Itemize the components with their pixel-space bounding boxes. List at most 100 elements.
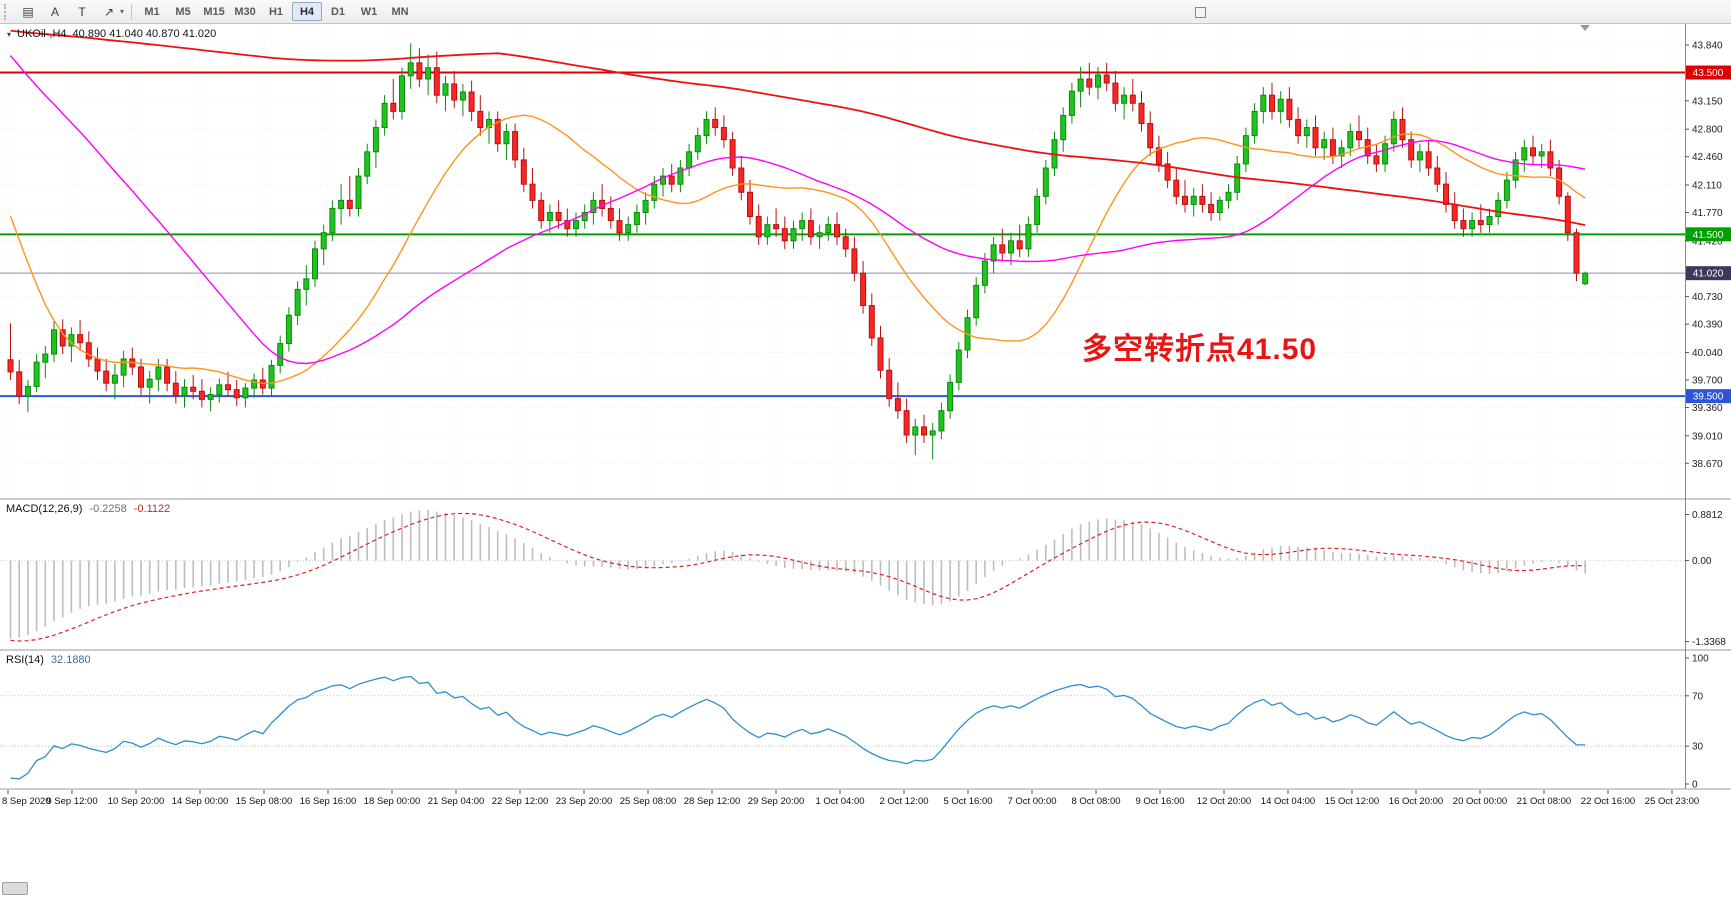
svg-text:21 Sep 04:00: 21 Sep 04:00 — [428, 796, 485, 807]
svg-text:28 Sep 12:00: 28 Sep 12:00 — [684, 796, 741, 807]
chart-canvas[interactable]: 43.840 43.150 42.800 42.460 42.110 41.770 41.4… — [0, 24, 1731, 897]
svg-text:18 Sep 00:00: 18 Sep 00:00 — [364, 796, 421, 807]
svg-text:25 Sep 08:00: 25 Sep 08:00 — [620, 796, 677, 807]
svg-text:7 Oct 00:00: 7 Oct 00:00 — [1007, 796, 1056, 807]
price-tag-39.500 — [1686, 389, 1731, 404]
svg-text:43.840: 43.840 — [1692, 41, 1723, 52]
chart-area: 43.840 43.150 42.800 42.460 42.110 41.770 41.4… — [0, 24, 1731, 897]
chart-shift-marker[interactable] — [1580, 25, 1590, 31]
svg-text:39.500: 39.500 — [1693, 392, 1724, 403]
panel-dividers[interactable] — [0, 498, 1731, 790]
chart-window-button[interactable]: ▤ — [22, 4, 34, 19]
macd-signal-value: -0.1122 — [133, 503, 171, 515]
toolbar-drag-handle[interactable] — [4, 3, 11, 20]
svg-text:16 Oct 20:00: 16 Oct 20:00 — [1389, 796, 1443, 807]
chart-grid-button[interactable] — [1187, 2, 1213, 23]
timeframe-button-w1[interactable]: W1 — [360, 5, 378, 18]
svg-text:42.110: 42.110 — [1692, 180, 1722, 191]
svg-text:5 Oct 16:00: 5 Oct 16:00 — [943, 796, 992, 807]
timeframe-button-d1[interactable]: D1 — [330, 5, 346, 18]
timeframe-button-m30[interactable]: M30 — [234, 5, 256, 18]
svg-text:9 Sep 12:00: 9 Sep 12:00 — [46, 796, 97, 807]
bottom-scrollbar-thumb[interactable] — [2, 882, 28, 895]
trend-annotation[interactable]: 多空转折点41.50 — [1082, 333, 1318, 366]
horizontal-level-lines[interactable] — [0, 71, 1685, 398]
candlestick-series — [7, 43, 1589, 460]
timeframe-button-m15[interactable]: M15 — [203, 5, 225, 18]
svg-text:-1.3368: -1.3368 — [1692, 637, 1726, 648]
tools-dropdown-caret[interactable]: ▾ — [120, 7, 125, 16]
toolbar: ▤ A T ↗ ▾ M1 M5 M15 M30 H1 H4 D1 W1 MN — [0, 0, 1731, 24]
svg-text:43.500: 43.500 — [1693, 68, 1724, 79]
svg-text:41.770: 41.770 — [1692, 208, 1723, 219]
timeframe-button-mn[interactable]: MN — [391, 5, 409, 18]
svg-text:43.150: 43.150 — [1692, 96, 1723, 107]
timeframe-button-m5[interactable]: M5 — [175, 5, 191, 18]
svg-text:38.670: 38.670 — [1692, 459, 1723, 470]
svg-text:41.420: 41.420 — [1692, 236, 1723, 247]
svg-text:2 Oct 12:00: 2 Oct 12:00 — [879, 796, 928, 807]
chart-plot-area[interactable] — [0, 24, 1685, 498]
svg-text:30: 30 — [1692, 742, 1704, 753]
svg-text:20 Oct 00:00: 20 Oct 00:00 — [1453, 796, 1507, 807]
svg-text:70: 70 — [1692, 691, 1704, 702]
svg-text:41.020: 41.020 — [1693, 269, 1724, 280]
macd-histogram — [9, 510, 1586, 639]
svg-text:12 Oct 20:00: 12 Oct 20:00 — [1197, 796, 1251, 807]
toolbar-separator — [131, 3, 133, 20]
price-tag-43.500 — [1686, 65, 1731, 80]
svg-text:100: 100 — [1692, 654, 1709, 665]
svg-text:41.500: 41.500 — [1693, 230, 1724, 241]
svg-text:21 Oct 08:00: 21 Oct 08:00 — [1517, 796, 1571, 807]
svg-text:0.00: 0.00 — [1692, 556, 1712, 567]
moving-averages — [9, 29, 1586, 385]
macd-main-value: -0.2258 — [89, 503, 127, 515]
macd-signal-line — [10, 512, 1586, 642]
svg-text:14 Sep 00:00: 14 Sep 00:00 — [172, 796, 229, 807]
svg-text:8 Oct 08:00: 8 Oct 08:00 — [1071, 796, 1120, 807]
rsi-line — [10, 675, 1586, 780]
rsi-indicator-label: RSI(14) 32.1880 — [6, 654, 91, 666]
draw-tool-button[interactable]: ↗ — [103, 4, 115, 19]
symbol-dropdown-caret[interactable]: ▾ — [7, 29, 12, 39]
svg-text:40.040: 40.040 — [1692, 348, 1723, 359]
svg-text:39.010: 39.010 — [1692, 431, 1723, 442]
svg-text:0: 0 — [1692, 780, 1698, 791]
svg-text:39.360: 39.360 — [1692, 403, 1723, 414]
svg-text:29 Sep 20:00: 29 Sep 20:00 — [748, 796, 805, 807]
plot-layer — [0, 24, 1685, 498]
price-scale[interactable]: 43.840 43.150 42.800 42.460 42.110 41.770 41.4… — [1685, 24, 1731, 791]
ma-red-line — [10, 29, 1586, 226]
timeframe-button-m1[interactable]: M1 — [144, 5, 160, 18]
cursor-tool-button[interactable]: A — [50, 4, 59, 19]
svg-text:23 Sep 20:00: 23 Sep 20:00 — [556, 796, 613, 807]
svg-text:42.460: 42.460 — [1692, 152, 1723, 163]
ohlc-values: 40.890 41.040 40.870 41.020 — [72, 28, 217, 40]
svg-text:14 Oct 04:00: 14 Oct 04:00 — [1261, 796, 1315, 807]
macd-signal — [10, 512, 1586, 642]
svg-text:22 Sep 12:00: 22 Sep 12:00 — [492, 796, 549, 807]
price-tag-41.500 — [1686, 227, 1731, 242]
box-icon — [1194, 7, 1206, 18]
tool-button-group: ▤ A T ↗ — [15, 1, 122, 22]
svg-text:42.800: 42.800 — [1692, 125, 1723, 136]
macd-indicator-label: MACD(12,26,9) -0.2258 -0.1122 — [6, 503, 170, 515]
svg-text:9 Oct 16:00: 9 Oct 16:00 — [1135, 796, 1184, 807]
svg-text:25 Oct 23:00: 25 Oct 23:00 — [1645, 796, 1699, 807]
svg-text:16 Sep 16:00: 16 Sep 16:00 — [300, 796, 357, 807]
symbol-timeframe-label: UKOil-,H4 — [17, 28, 67, 40]
svg-text:15 Sep 08:00: 15 Sep 08:00 — [236, 796, 293, 807]
ma-magenta-line — [9, 55, 1586, 365]
svg-text:40.390: 40.390 — [1692, 320, 1723, 331]
timeframe-button-h1[interactable]: H1 — [268, 5, 284, 18]
svg-text:39.700: 39.700 — [1692, 375, 1723, 386]
rsi-panel — [0, 675, 1685, 780]
svg-text:1 Oct 04:00: 1 Oct 04:00 — [815, 796, 864, 807]
svg-text:22 Oct 16:00: 22 Oct 16:00 — [1581, 796, 1635, 807]
svg-text:8 Sep 2020: 8 Sep 2020 — [2, 796, 51, 807]
text-tool-button[interactable]: T — [78, 4, 86, 19]
timeframe-button-h4[interactable]: H4 — [292, 2, 323, 21]
svg-text:0.8812: 0.8812 — [1692, 510, 1723, 521]
price-tag-41.020 — [1686, 266, 1731, 281]
